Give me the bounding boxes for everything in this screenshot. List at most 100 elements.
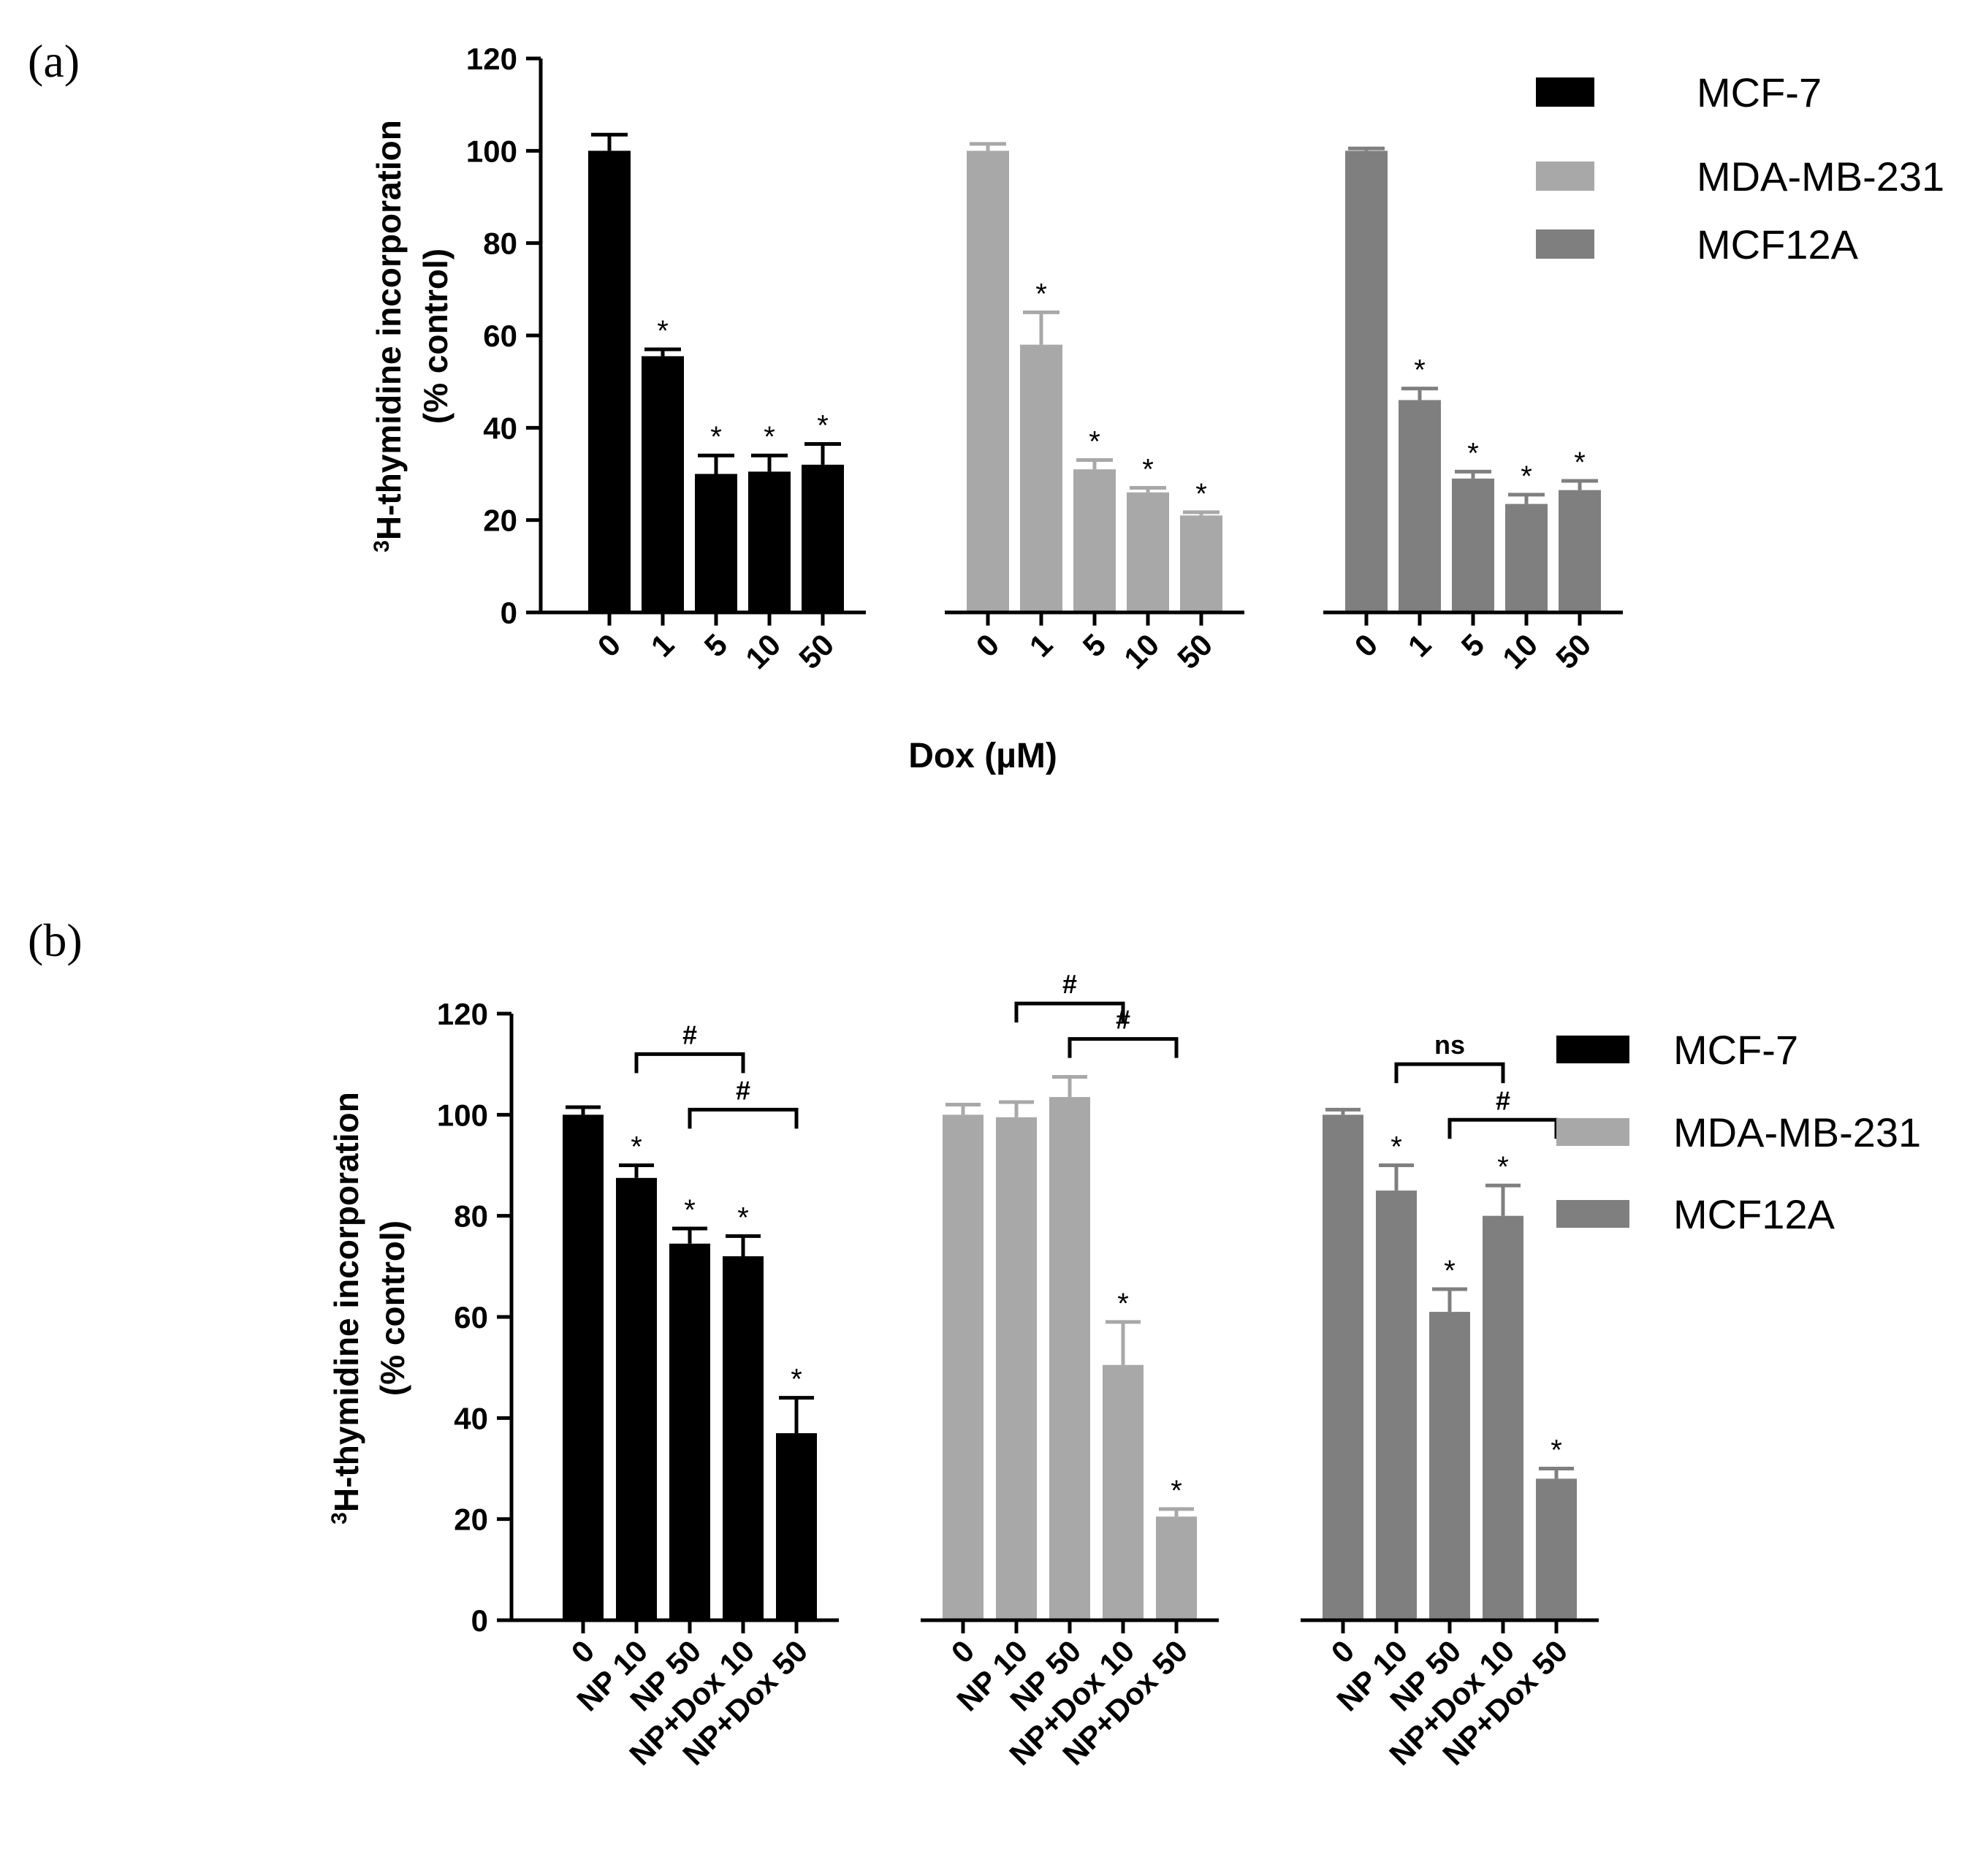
- bar: [616, 1177, 657, 1620]
- bar: [588, 151, 631, 613]
- legend-label: MCF-7: [1673, 1027, 1798, 1073]
- bracket-label: #: [1496, 1085, 1510, 1115]
- x-tick-label: 5: [1455, 627, 1491, 664]
- bar: [1505, 504, 1548, 612]
- significance-marker: *: [737, 1201, 749, 1234]
- legend-swatch: [1536, 229, 1594, 259]
- y-axis-label-secondary: (% control): [373, 1220, 411, 1396]
- bracket-line: [1068, 1037, 1179, 1058]
- bar: [748, 471, 791, 612]
- legend-label: MCF12A: [1697, 221, 1859, 267]
- bracket-label: ns: [1434, 1030, 1465, 1060]
- bracket-line: [688, 1107, 799, 1129]
- x-tick-label: 0: [1348, 627, 1385, 664]
- legend-swatch: [1536, 77, 1594, 107]
- chart-panel-b: (b) 0 20 40 60 80 100 120 3H-thymidine incorpora…: [28, 914, 1921, 1771]
- x-tick-label: 50: [792, 627, 840, 675]
- x-axis-label: Dox (µM): [908, 737, 1057, 775]
- y-tick-label: 20: [454, 1503, 488, 1537]
- y-tick-label: 120: [437, 997, 488, 1031]
- series-mcf-7: * * * *: [588, 132, 844, 613]
- series-mda-mb-231: * * * *: [967, 142, 1222, 613]
- x-tick-label: 50: [1171, 627, 1219, 675]
- legend-label: MCF-7: [1697, 69, 1822, 115]
- significance-marker: *: [1574, 447, 1586, 479]
- significance-marker: *: [1117, 1288, 1129, 1320]
- significance-marker: *: [1195, 478, 1207, 510]
- bracket-label: #: [736, 1075, 750, 1105]
- bar: [967, 151, 1009, 613]
- x-tick-label: 1: [644, 627, 681, 664]
- panel-label: (a): [28, 35, 80, 87]
- y-tick-label: 60: [483, 319, 517, 353]
- legend-swatch: [1556, 1200, 1629, 1228]
- bar: [1020, 344, 1062, 612]
- x-tick-label: 1: [1023, 627, 1059, 664]
- legend-label: MCF12A: [1673, 1191, 1835, 1237]
- legend-swatch: [1556, 1036, 1629, 1063]
- comparison-bracket: ns: [1394, 1030, 1505, 1084]
- panel-label: (b): [28, 914, 83, 966]
- bar: [563, 1114, 604, 1620]
- bracket-line: [634, 1052, 745, 1074]
- x-tick-label: 1: [1401, 627, 1438, 664]
- y-tick-label: 120: [466, 42, 517, 76]
- comparison-bracket: #: [688, 1075, 799, 1129]
- x-tick-label: 0: [945, 1633, 981, 1670]
- legend-label: MDA-MB-231: [1697, 153, 1944, 200]
- significance-marker: *: [1444, 1255, 1456, 1287]
- significance-marker: *: [1497, 1151, 1509, 1183]
- legend-entry: MDA-MB-231: [1556, 1109, 1921, 1155]
- y-tick-label: 0: [501, 596, 517, 630]
- bar: [1156, 1516, 1197, 1620]
- legend-entry: MCF-7: [1536, 69, 1822, 115]
- legend-entry: MDA-MB-231: [1536, 153, 1944, 200]
- bar: [776, 1433, 817, 1620]
- x-tick-label: 5: [698, 627, 734, 664]
- significance-marker: *: [1035, 278, 1047, 310]
- comparison-bracket: #: [1014, 969, 1125, 1023]
- x-tick-label: 0: [970, 627, 1006, 664]
- significance-marker: *: [1521, 460, 1532, 493]
- series-mda-mb-231: **: [943, 1074, 1197, 1620]
- series-mcf12a: * * * *: [1323, 1107, 1577, 1620]
- bar: [996, 1117, 1037, 1620]
- y-axis-label-text: H-thymidine incorporation: [370, 120, 408, 540]
- legend-entry: MCF12A: [1556, 1191, 1835, 1237]
- y-tick-label: 20: [483, 504, 517, 538]
- y-axis-label-superscript: 3: [370, 540, 394, 552]
- bar: [1323, 1114, 1363, 1620]
- legend-entry: MCF-7: [1556, 1027, 1798, 1073]
- y-tick-label: 100: [466, 134, 517, 168]
- bar: [723, 1256, 764, 1620]
- significance-marker: *: [1142, 453, 1154, 485]
- bracket-line: [1014, 1001, 1125, 1023]
- y-tick-label: 100: [437, 1098, 488, 1132]
- y-tick-label: 40: [454, 1401, 488, 1435]
- x-tick-label: 0: [565, 1633, 601, 1670]
- x-tick-label: 10: [739, 627, 787, 675]
- bar: [1452, 478, 1494, 612]
- legend-label: MDA-MB-231: [1673, 1109, 1921, 1155]
- bar: [1376, 1190, 1417, 1620]
- x-tick-label: 5: [1076, 627, 1113, 664]
- significance-marker: *: [791, 1364, 802, 1396]
- x-tick-label: 0: [591, 627, 628, 664]
- bar: [1103, 1364, 1144, 1620]
- bar: [1429, 1312, 1470, 1620]
- bar: [669, 1243, 710, 1620]
- y-axis-label: 3H-thymidine incorporation: [327, 1092, 365, 1524]
- bar: [642, 356, 684, 612]
- bracket-label: #: [1116, 1005, 1130, 1035]
- bar: [695, 474, 737, 612]
- comparison-bracket: #: [1447, 1085, 1559, 1139]
- legend-entry: MCF12A: [1536, 221, 1859, 267]
- significance-marker: *: [764, 421, 775, 453]
- significance-marker: *: [1467, 437, 1479, 469]
- bar: [1049, 1097, 1090, 1620]
- series-mcf12a: * * * *: [1345, 146, 1601, 613]
- bracket-label: #: [1062, 969, 1077, 999]
- bar: [1559, 490, 1601, 612]
- bracket-label: #: [682, 1019, 697, 1049]
